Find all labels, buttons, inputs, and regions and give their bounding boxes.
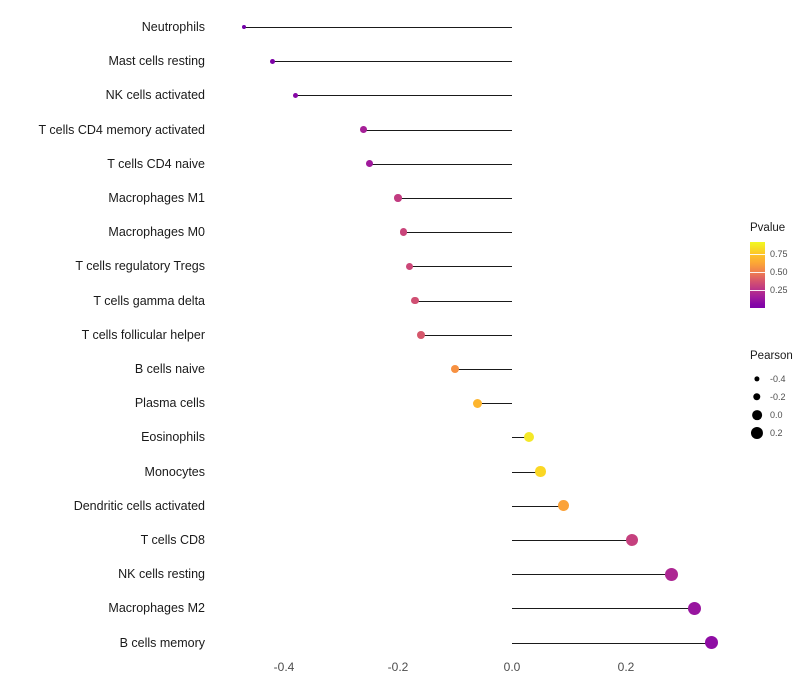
lollipop-stem (295, 95, 512, 97)
category-label: T cells follicular helper (81, 327, 205, 342)
lollipop-point (241, 24, 247, 30)
category-label: Macrophages M2 (108, 601, 205, 616)
pvalue-gradient-tick (750, 254, 765, 255)
lollipop-stem (420, 334, 512, 336)
pearson-legend-dot (750, 426, 764, 440)
lollipop-stem (369, 163, 512, 165)
pvalue-gradient-label: 0.50 (770, 267, 788, 277)
category-label: Macrophages M0 (108, 225, 205, 240)
pvalue-gradient-bar (750, 242, 765, 308)
category-label: Monocytes (144, 464, 205, 479)
pvalue-gradient-tick (750, 272, 765, 273)
lollipop-point (450, 364, 460, 374)
lollipop-stem (512, 574, 672, 576)
pearson-legend-entry: -0.4 (750, 370, 800, 388)
lollipop-stem (409, 266, 512, 268)
lollipop-point (366, 160, 373, 168)
pvalue-legend: Pvalue 0.75 0.50 0.25 (750, 222, 800, 308)
lollipop-point (535, 466, 546, 477)
pearson-legend-dot (752, 410, 762, 420)
category-label: T cells CD8 (140, 533, 205, 547)
pearson-legend-dot (754, 376, 760, 382)
pearson-legend-dot-box (750, 408, 764, 422)
category-label: Macrophages M1 (108, 191, 205, 205)
lollipop-stem (477, 403, 512, 405)
lollipop-point (270, 58, 276, 64)
pearson-legend-label: -0.2 (770, 392, 786, 402)
lollipop-point (292, 92, 299, 99)
category-label: Neutrophils (141, 20, 205, 34)
lollipop-point (704, 635, 719, 650)
lollipop-point (473, 398, 483, 408)
lollipop-stem (244, 27, 512, 28)
pvalue-gradient-wrap: 0.75 0.50 0.25 (750, 242, 800, 308)
x-tick-label: 0.0 (503, 660, 521, 674)
lollipop-stem (512, 540, 632, 541)
x-tick-label: -0.4 (273, 660, 295, 674)
x-tick-label: 0.2 (617, 660, 635, 674)
pearson-legend-entries: -0.4 -0.2 0.0 0.2 (750, 370, 800, 442)
lollipop-point (524, 432, 535, 443)
lollipop-point (625, 533, 638, 547)
pvalue-gradient-tick (750, 290, 765, 291)
category-label: Eosinophils (141, 430, 205, 445)
category-label: B cells memory (119, 635, 205, 650)
lollipop-stem (398, 198, 512, 199)
lollipop-point (411, 296, 419, 305)
category-label: B cells naive (134, 362, 205, 376)
lollipop-point (416, 330, 425, 339)
lollipop-stem (512, 471, 541, 473)
lollipop-stem (415, 300, 512, 302)
lollipop-stem (363, 129, 512, 131)
pvalue-legend-title: Pvalue (750, 222, 786, 234)
category-label: Mast cells resting (108, 54, 205, 69)
pearson-legend-dot-box (750, 426, 764, 440)
lollipop-stem (272, 61, 512, 63)
lollipop-point (399, 228, 408, 236)
category-label: Dendritic cells activated (73, 498, 205, 513)
lollipop-point (557, 500, 569, 512)
category-label: Plasma cells (134, 396, 205, 411)
category-label: NK cells resting (118, 567, 205, 582)
pearson-legend-dot-box (750, 372, 764, 386)
lollipop-point (687, 601, 702, 616)
lollipop-point (360, 126, 368, 133)
lollipop-stem (455, 369, 512, 370)
pearson-legend: Pearson -0.4 -0.2 0.0 0.2 (750, 350, 800, 442)
x-tick-label: -0.2 (387, 660, 409, 674)
category-label: T cells regulatory Tregs (75, 259, 205, 274)
lollipop-point (394, 194, 402, 202)
category-label: T cells gamma delta (93, 293, 205, 308)
lollipop-point (665, 567, 679, 581)
x-axis: -0.4 -0.2 0.0 0.2 (0, 660, 800, 680)
pearson-legend-title: Pearson (750, 350, 793, 362)
pearson-legend-entry: 0.0 (750, 406, 800, 424)
pearson-legend-dot-box (750, 390, 764, 404)
lollipop-stem (403, 232, 512, 234)
pvalue-gradient-label: 0.75 (770, 249, 788, 259)
pvalue-gradient-label: 0.25 (770, 285, 788, 295)
pearson-legend-entry: -0.2 (750, 388, 800, 406)
pearson-legend-label: -0.4 (770, 374, 786, 384)
pearson-legend-entry: 0.2 (750, 424, 800, 442)
pearson-legend-dot (753, 393, 761, 401)
lollipop-stem (512, 437, 530, 439)
category-label: NK cells activated (105, 88, 205, 103)
lollipop-point (405, 262, 414, 271)
lollipop-stem (512, 505, 564, 507)
category-label: T cells CD4 naive (107, 156, 205, 171)
lollipop-stem (512, 608, 695, 610)
lollipop-stem (512, 642, 712, 644)
category-label: T cells CD4 memory activated (38, 122, 206, 137)
pearson-legend-label: 0.2 (770, 428, 783, 438)
pearson-legend-label: 0.0 (770, 410, 783, 420)
